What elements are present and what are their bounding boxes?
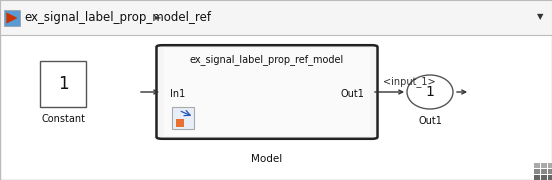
Bar xyxy=(176,119,184,127)
Text: 1: 1 xyxy=(58,75,69,93)
FancyBboxPatch shape xyxy=(156,45,378,139)
Bar xyxy=(172,107,194,129)
Bar xyxy=(548,163,552,168)
Bar xyxy=(548,169,552,174)
Text: Out1: Out1 xyxy=(340,89,364,99)
Bar xyxy=(548,175,552,180)
Text: ►: ► xyxy=(155,12,161,21)
Text: ex_signal_label_prop_model_ref: ex_signal_label_prop_model_ref xyxy=(24,10,211,24)
Polygon shape xyxy=(7,12,18,24)
Text: 1: 1 xyxy=(426,85,434,99)
Text: <input_1>: <input_1> xyxy=(383,76,436,87)
Bar xyxy=(534,163,540,168)
Text: ex_signal_label_prop_ref_model: ex_signal_label_prop_ref_model xyxy=(190,55,344,66)
Bar xyxy=(541,175,547,180)
Bar xyxy=(534,175,540,180)
Bar xyxy=(534,169,540,174)
Bar xyxy=(541,163,547,168)
Text: Constant: Constant xyxy=(41,114,86,124)
Ellipse shape xyxy=(407,75,453,109)
Text: Model: Model xyxy=(251,154,283,164)
FancyBboxPatch shape xyxy=(163,48,370,136)
Bar xyxy=(4,10,20,26)
FancyBboxPatch shape xyxy=(40,61,87,107)
FancyBboxPatch shape xyxy=(0,0,552,35)
Text: ▼: ▼ xyxy=(537,12,543,21)
Text: Out1: Out1 xyxy=(418,116,442,126)
Text: In1: In1 xyxy=(170,89,185,99)
Bar xyxy=(541,169,547,174)
